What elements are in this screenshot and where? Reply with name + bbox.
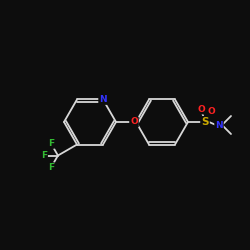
Text: F: F (41, 151, 47, 160)
Text: O: O (130, 118, 138, 126)
Text: S: S (201, 117, 209, 127)
Text: O: O (197, 104, 205, 114)
Text: F: F (48, 139, 54, 148)
Text: F: F (48, 163, 54, 172)
Text: N: N (215, 120, 223, 130)
Text: N: N (99, 95, 107, 104)
Text: O: O (207, 106, 215, 116)
